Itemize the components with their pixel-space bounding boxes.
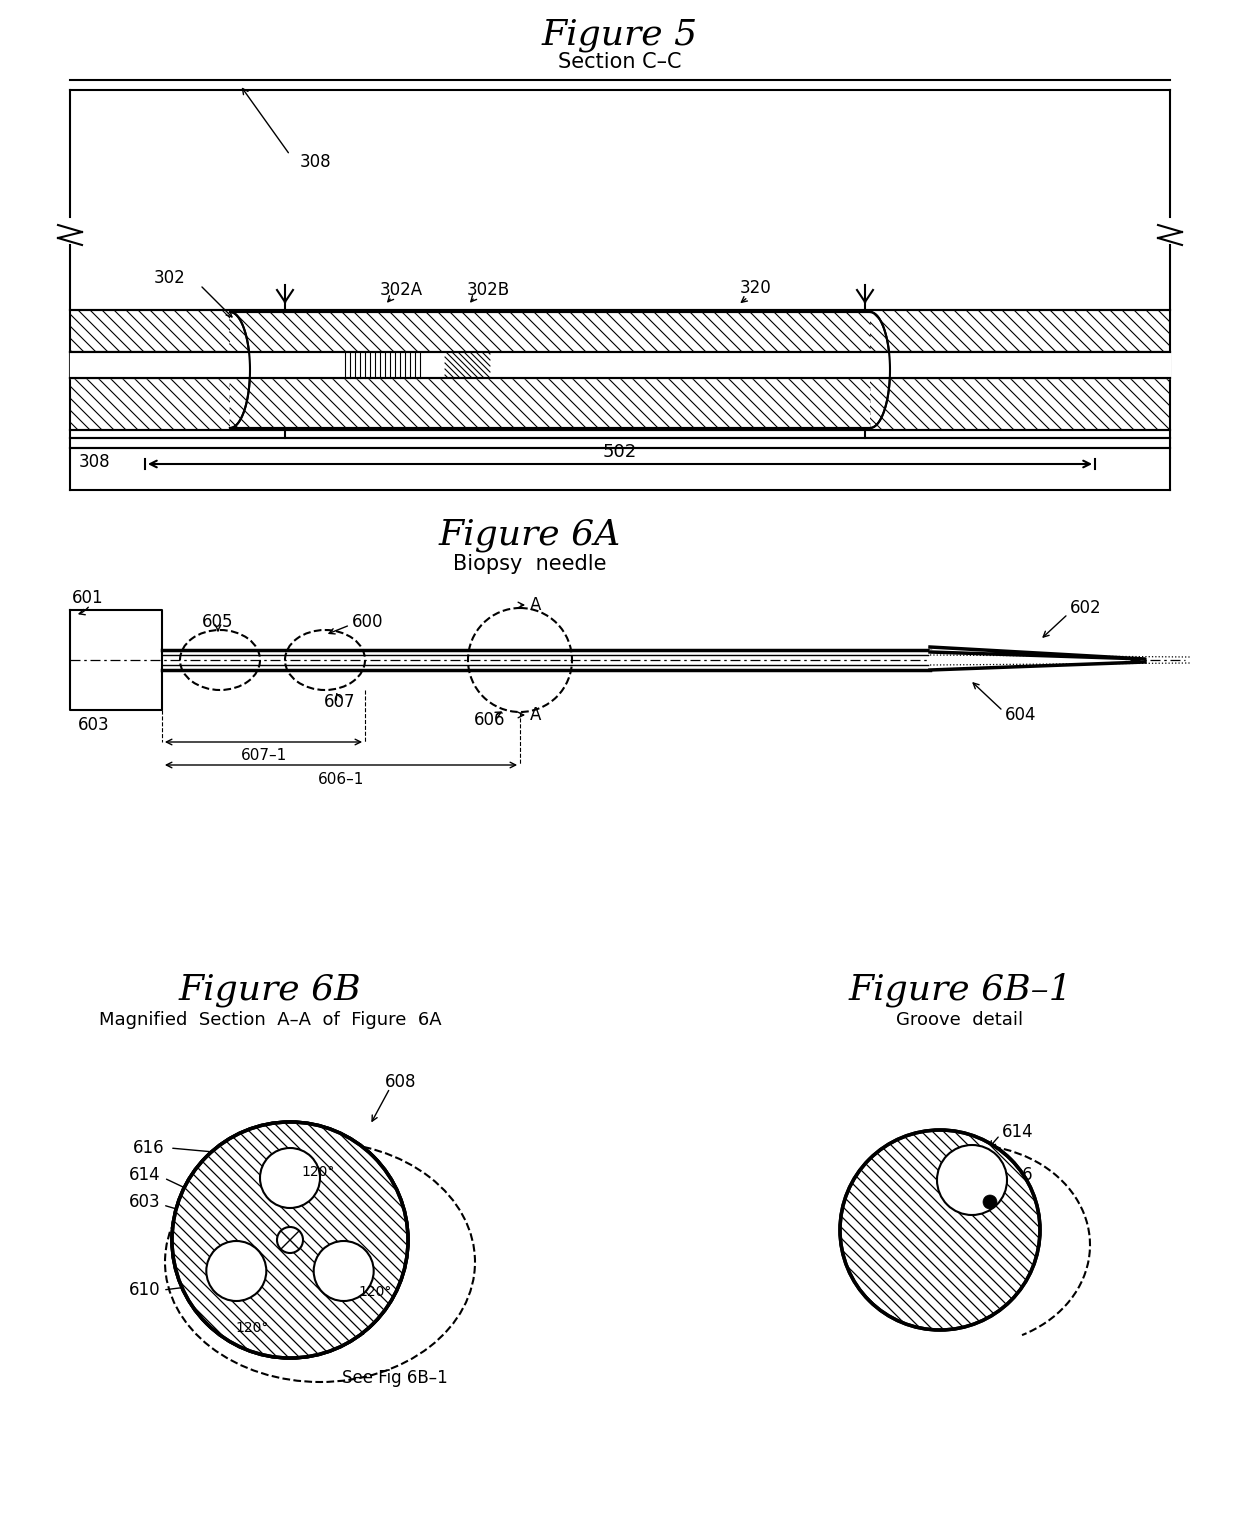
Text: 616: 616 [134, 1139, 165, 1157]
Text: 608: 608 [384, 1073, 417, 1091]
Text: A: A [529, 596, 542, 614]
Text: Figure 6A: Figure 6A [439, 517, 621, 553]
Text: 613: 613 [1002, 1231, 1034, 1249]
Bar [229, 312, 870, 428]
Text: Groove  detail: Groove detail [897, 1012, 1023, 1028]
Text: 502: 502 [603, 444, 637, 460]
Text: Figure 6B: Figure 6B [179, 973, 361, 1007]
Text: 605: 605 [202, 612, 234, 631]
Text: 603: 603 [78, 715, 109, 734]
Text: 601: 601 [72, 589, 104, 606]
Text: 602: 602 [1070, 599, 1101, 617]
Text: 302: 302 [154, 269, 186, 287]
Circle shape [172, 1122, 408, 1358]
Circle shape [983, 1196, 997, 1210]
Circle shape [260, 1148, 320, 1208]
Text: 600: 600 [352, 612, 383, 631]
Text: 612: 612 [335, 1322, 367, 1339]
Text: 604: 604 [1004, 706, 1037, 725]
Text: 616: 616 [1002, 1167, 1034, 1183]
Text: 308: 308 [79, 453, 110, 471]
Text: A: A [529, 706, 542, 725]
Circle shape [206, 1240, 267, 1302]
Text: 610: 610 [129, 1282, 160, 1299]
Text: Biopsy  needle: Biopsy needle [454, 554, 606, 574]
Text: 607–1: 607–1 [241, 749, 286, 763]
Polygon shape [930, 649, 1130, 669]
Text: 603: 603 [129, 1193, 160, 1211]
Text: 614: 614 [129, 1167, 160, 1183]
Text: 302B: 302B [467, 281, 510, 299]
Text: 607: 607 [324, 692, 356, 711]
Circle shape [172, 1122, 408, 1358]
Text: 606–1: 606–1 [317, 772, 365, 786]
Circle shape [839, 1130, 1040, 1329]
Circle shape [277, 1226, 303, 1253]
Circle shape [314, 1240, 373, 1302]
Text: 302A: 302A [379, 281, 423, 299]
Text: Magnified  Section  A–A  of  Figure  6A: Magnified Section A–A of Figure 6A [99, 1012, 441, 1028]
Text: See Fig 6B–1: See Fig 6B–1 [342, 1369, 448, 1388]
Text: 320: 320 [740, 279, 771, 296]
Text: Figure 6B–1: Figure 6B–1 [848, 973, 1071, 1007]
Text: 614: 614 [1002, 1124, 1034, 1141]
Text: 120°: 120° [358, 1285, 392, 1299]
Text: Figure 5: Figure 5 [542, 18, 698, 52]
Text: 120°: 120° [301, 1165, 335, 1179]
Text: Section C–C: Section C–C [558, 52, 682, 72]
Text: 308: 308 [300, 154, 331, 170]
Text: 606: 606 [474, 711, 506, 729]
Text: 612: 612 [1002, 1200, 1034, 1219]
Circle shape [937, 1145, 1007, 1216]
Text: 120°: 120° [236, 1322, 269, 1335]
